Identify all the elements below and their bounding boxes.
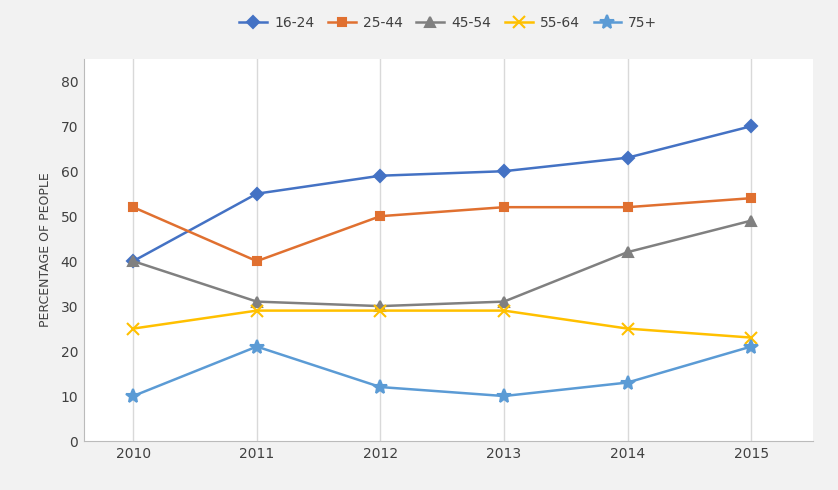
Line: 45-54: 45-54	[128, 216, 756, 311]
Line: 16-24: 16-24	[129, 122, 755, 265]
16-24	[623, 155, 633, 161]
25-44	[746, 195, 756, 201]
25-44	[251, 258, 261, 264]
16-24	[375, 173, 385, 179]
25-44	[375, 213, 385, 219]
Y-axis label: PERCENTAGE OF PEOPLE: PERCENTAGE OF PEOPLE	[39, 172, 52, 327]
55-64	[375, 308, 385, 314]
75+	[251, 343, 261, 349]
Line: 25-44: 25-44	[129, 194, 755, 265]
75+	[375, 384, 385, 390]
75+	[746, 343, 756, 349]
75+	[623, 380, 633, 386]
16-24	[251, 191, 261, 196]
45-54	[499, 299, 509, 305]
55-64	[746, 335, 756, 341]
55-64	[623, 326, 633, 332]
45-54	[251, 299, 261, 305]
75+	[128, 393, 138, 399]
16-24	[128, 258, 138, 264]
55-64	[251, 308, 261, 314]
25-44	[128, 204, 138, 210]
45-54	[128, 258, 138, 264]
45-54	[746, 218, 756, 223]
45-54	[623, 249, 633, 255]
25-44	[623, 204, 633, 210]
25-44	[499, 204, 509, 210]
16-24	[746, 123, 756, 129]
75+	[499, 393, 509, 399]
45-54	[375, 303, 385, 309]
Legend: 16-24, 25-44, 45-54, 55-64, 75+: 16-24, 25-44, 45-54, 55-64, 75+	[239, 16, 658, 30]
16-24	[499, 168, 509, 174]
Line: 55-64: 55-64	[127, 305, 757, 343]
55-64	[128, 326, 138, 332]
Line: 75+: 75+	[127, 340, 758, 403]
55-64	[499, 308, 509, 314]
